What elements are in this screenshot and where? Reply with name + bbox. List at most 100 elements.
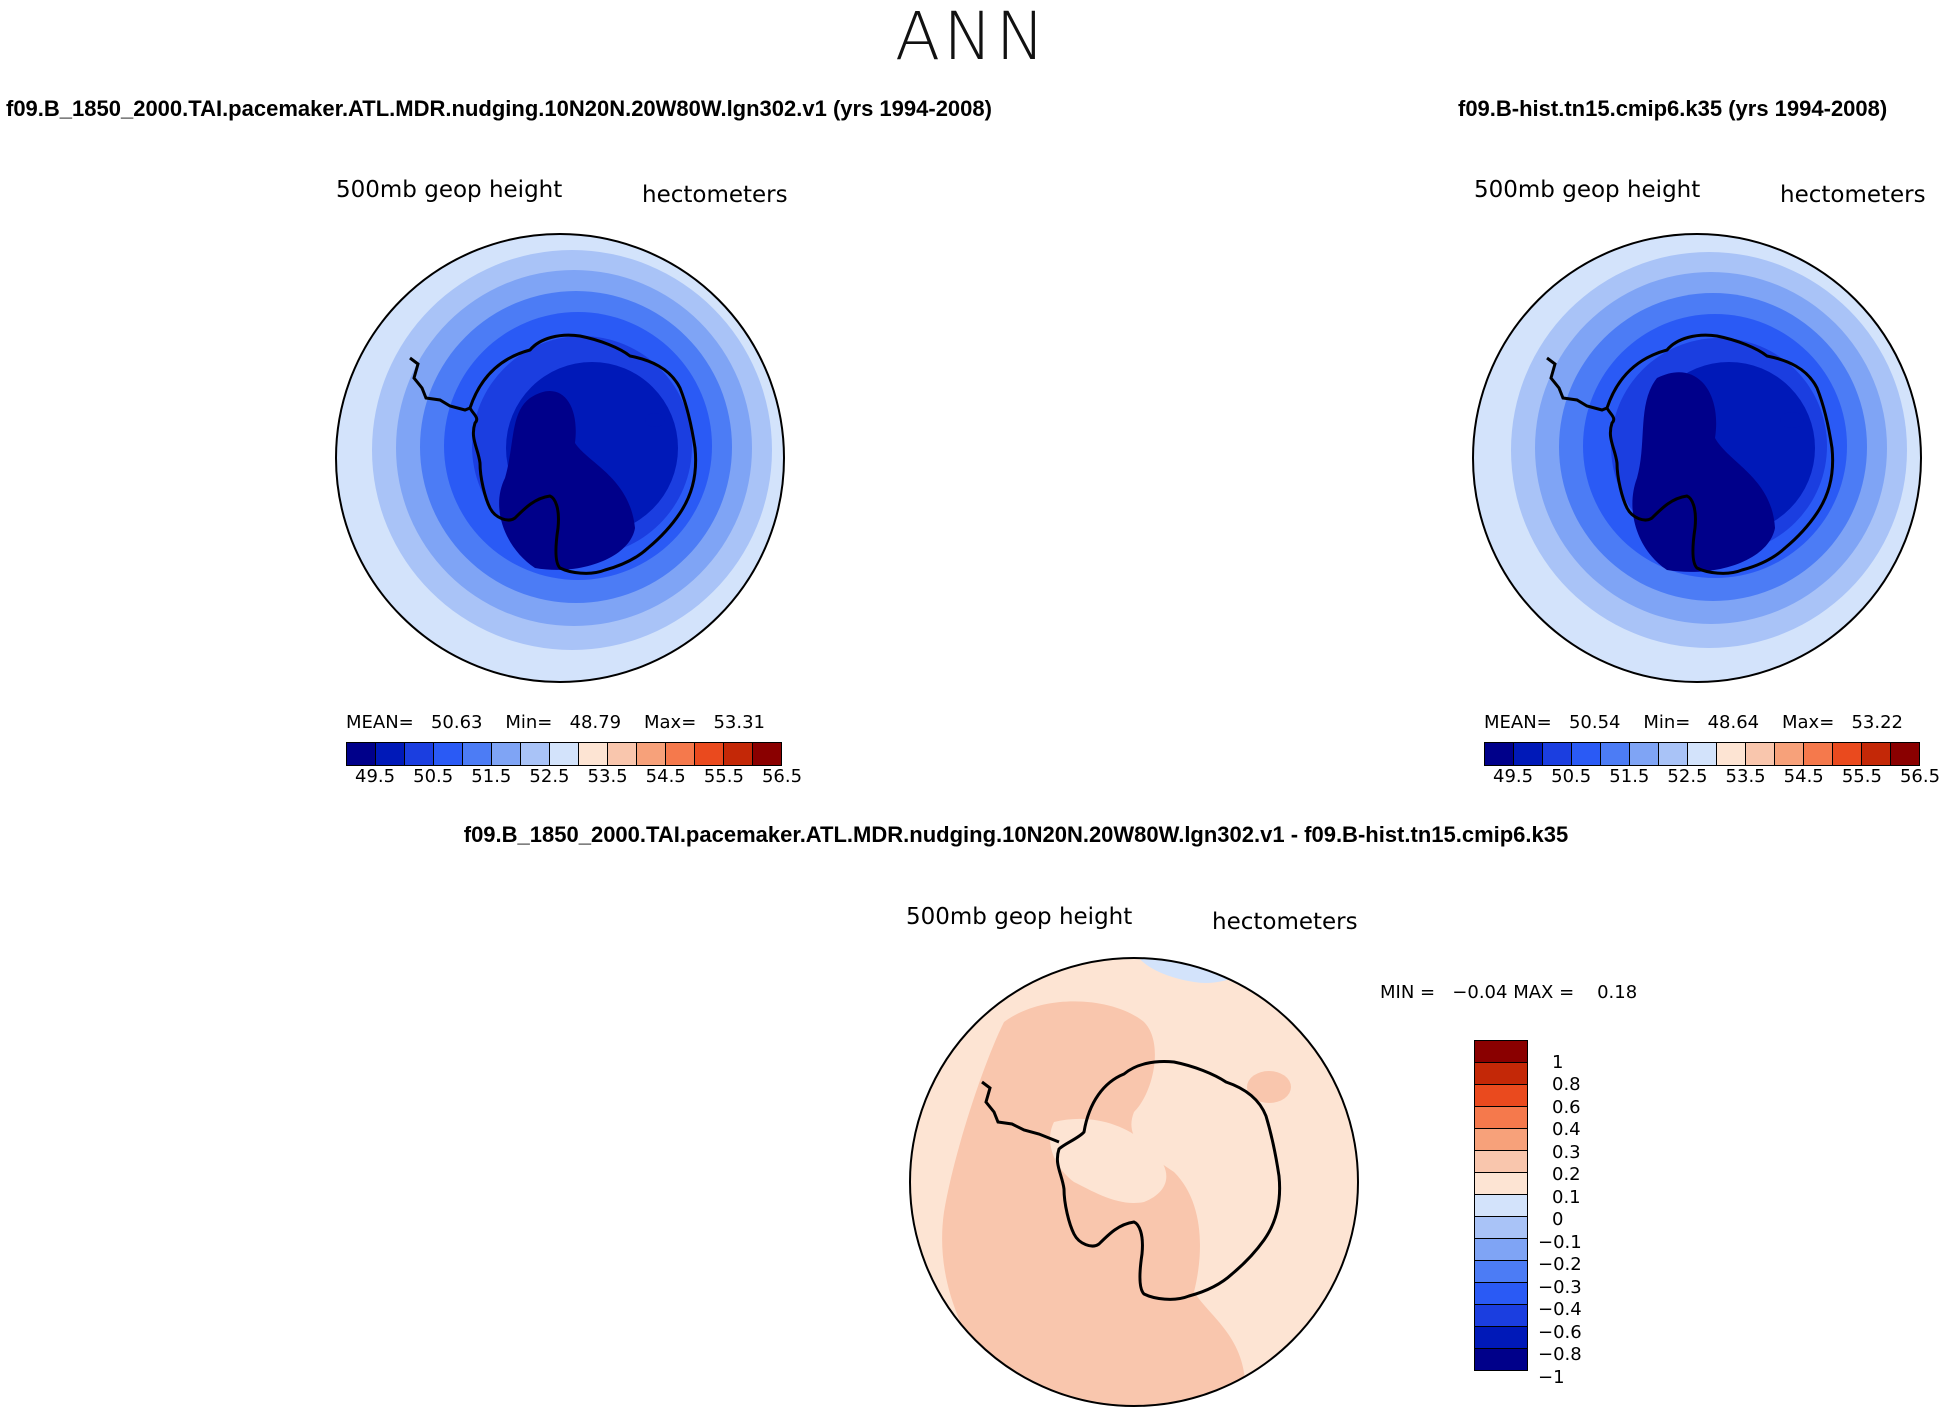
panel-a-colorbar: 49.5 50.5 51.5 52.5 53.5 54.5 55.5 56.5 — [346, 742, 802, 790]
panel-diff-contour-0.1-0.2 — [942, 1001, 1246, 1406]
panel-b-colorbar-tick-label: 52.5 — [1667, 766, 1708, 787]
panel-b-colorbar-tick-label: 56.5 — [1899, 766, 1941, 787]
panel-a-variable: 500mb geop height — [336, 177, 563, 203]
panel-b-colorbar-tick-label: 54.5 — [1783, 766, 1824, 787]
panel-a-colorbar-swatch — [724, 743, 753, 765]
panel-b-colorbar-swatch — [1543, 743, 1572, 765]
panel-diff-colorbar-tick-label: −0.6 — [1538, 1321, 1582, 1343]
panel-diff-colorbar-swatch — [1475, 1041, 1527, 1063]
panel-b-colorbar-tick-label: 53.5 — [1725, 766, 1766, 787]
panel-b-min: 48.64 — [1707, 712, 1760, 733]
panel-a-colorbar-tick-label: 53.5 — [587, 766, 628, 787]
panel-diff-colorbar-tick-label: −1 — [1538, 1366, 1565, 1388]
panel-diff-colorbar-tick-label: −0.8 — [1538, 1344, 1582, 1365]
panel-b-colorbar-swatch — [1485, 743, 1514, 765]
panel-b-colorbar-swatch — [1862, 743, 1891, 765]
panel-a-colorbar-swatch — [753, 743, 781, 765]
panel-a-colorbar-tick-label: 50.5 — [413, 766, 454, 787]
panel-a-colorbar-swatch — [637, 743, 666, 765]
panel-a-colorbar-swatch — [608, 743, 637, 765]
panel-diff-antarctica-coast — [1055, 1060, 1282, 1301]
panel-a-colorbar-swatch — [405, 743, 434, 765]
panel-b-colorbar-swatch — [1572, 743, 1601, 765]
panel-diff-colorbar-swatch — [1475, 1173, 1527, 1195]
panel-diff-max: 0.18 — [1597, 982, 1638, 1003]
panel-b-map — [1472, 233, 1922, 683]
panel-diff-map — [909, 957, 1359, 1407]
panel-b-contour-min — [1632, 372, 1775, 572]
panel-a-colorbar-swatch — [463, 743, 492, 765]
panel-a-case-title: f09.B_1850_2000.TAI.pacemaker.ATL.MDR.nu… — [6, 96, 992, 121]
panel-diff-colorbar-swatch — [1475, 1283, 1527, 1305]
panel-diff-colorbar-tick-label: 0.2 — [1552, 1164, 1581, 1185]
panel-diff-peninsula — [981, 1080, 1060, 1144]
panel-diff-colorbar-swatch — [1475, 1305, 1527, 1327]
panel-b-colorbar-swatch — [1891, 743, 1919, 765]
panel-diff-colorbar-tick-label: 0.4 — [1552, 1119, 1581, 1140]
panel-diff-colorbar-swatch — [1475, 1085, 1527, 1107]
panel-diff-colorbar-tick-label: 0 — [1552, 1209, 1564, 1230]
panel-b-colorbar-swatch — [1775, 743, 1804, 765]
panel-diff-colorbar-swatch — [1475, 1195, 1527, 1217]
panel-b-colorbar-tick-label: 55.5 — [1841, 766, 1882, 787]
panel-a-colorbar-swatch — [550, 743, 579, 765]
panel-b-colorbar-swatch — [1514, 743, 1543, 765]
panel-diff-colorbar-ticks: 1 0.8 0.6 0.4 0.3 0.2 0.1 0 −0.1 −0.2 −0.3 −0.4 −0.6… — [1538, 1040, 1638, 1388]
panel-a-colorbar-tick-label: 52.5 — [529, 766, 570, 787]
panel-diff-colorbar-swatch — [1475, 1151, 1527, 1173]
panel-diff-colorbar-tick-label: 0.6 — [1552, 1096, 1581, 1118]
panel-a-colorbar-tick-label: 54.5 — [645, 766, 686, 787]
panel-b-colorbar-tick-label: 49.5 — [1493, 766, 1534, 787]
panel-diff-units: hectometers — [1212, 909, 1358, 935]
panel-b-stats: MEAN= 50.54 Min= 48.64 Max= 53.22 — [1484, 712, 1903, 733]
panel-b-colorbar-swatch — [1630, 743, 1659, 765]
panel-a-map-border — [335, 233, 785, 683]
panel-b-colorbar-tick-label: 51.5 — [1609, 766, 1650, 787]
panel-diff-colorbar-tick-label: −0.4 — [1538, 1299, 1582, 1320]
panel-diff-colorbar — [1474, 1040, 1528, 1371]
panel-a-colorbar-swatch — [347, 743, 376, 765]
panel-b-colorbar-swatch — [1717, 743, 1746, 765]
panel-b-colorbar: 49.5 50.5 51.5 52.5 53.5 54.5 55.5 56.5 — [1484, 742, 1940, 790]
panel-a-antarctica-coast — [468, 333, 698, 575]
panel-diff-colorbar-tick-label: 0.1 — [1552, 1186, 1581, 1208]
panel-diff-colorbar-swatch — [1475, 1327, 1527, 1349]
panel-b-units: hectometers — [1780, 182, 1926, 208]
panel-a-colorbar-swatch — [666, 743, 695, 765]
panel-diff-colorbar-tick-label: 0.3 — [1552, 1141, 1581, 1163]
panel-diff-colorbar-tick-label: 0.8 — [1552, 1074, 1581, 1095]
panel-b-colorbar-swatch — [1601, 743, 1630, 765]
panel-b-colorbar-swatch — [1688, 743, 1717, 765]
panel-a-colorbar-swatch — [376, 743, 405, 765]
panel-diff-colorbar-swatch — [1475, 1107, 1527, 1129]
panel-a-units: hectometers — [642, 182, 788, 208]
panel-diff-case-title: f09.B_1850_2000.TAI.pacemaker.ATL.MDR.nu… — [463, 822, 1569, 847]
panel-diff-colorbar-tick-label: −0.2 — [1538, 1254, 1582, 1275]
panel-b-colorbar-swatch — [1746, 743, 1775, 765]
panel-diff-colorbar-swatch — [1475, 1349, 1527, 1370]
panel-b-mean: 50.54 — [1568, 712, 1621, 733]
panel-diff-min: −0.04 — [1452, 982, 1508, 1003]
panel-b-peninsula — [1546, 356, 1608, 412]
panel-a-max: 53.31 — [713, 712, 765, 733]
panel-a-peninsula — [409, 356, 471, 412]
panel-a-colorbar-tick-label: 55.5 — [703, 766, 744, 787]
panel-a-mean: 50.63 — [430, 712, 483, 733]
panel-b-max: 53.22 — [1851, 712, 1903, 733]
panel-a-map — [335, 233, 785, 683]
panel-diff-colorbar-swatch — [1475, 1063, 1527, 1085]
panel-b-colorbar-swatch — [1659, 743, 1688, 765]
panel-b-map-border — [1472, 233, 1922, 683]
panel-a-colorbar-swatch — [695, 743, 724, 765]
panel-b-case-title: f09.B-hist.tn15.cmip6.k35 (yrs 1994-2008… — [1458, 96, 1888, 121]
season-title: ANN — [895, 0, 1048, 75]
panel-a-colorbar-swatch — [434, 743, 463, 765]
panel-diff-colorbar-swatch — [1475, 1129, 1527, 1151]
panel-b-variable: 500mb geop height — [1474, 177, 1701, 203]
panel-a-colorbar-tick-label: 51.5 — [471, 766, 512, 787]
panel-diff-variable: 500mb geop height — [906, 904, 1133, 930]
panel-a-colorbar-tick-label: 56.5 — [761, 766, 803, 787]
panel-a-stats: MEAN= 50.63 Min= 48.79 Max= 53.31 — [346, 712, 765, 733]
panel-diff-colorbar-tick-label: 1 — [1552, 1051, 1564, 1073]
panel-diff-colorbar-swatch — [1475, 1239, 1527, 1261]
